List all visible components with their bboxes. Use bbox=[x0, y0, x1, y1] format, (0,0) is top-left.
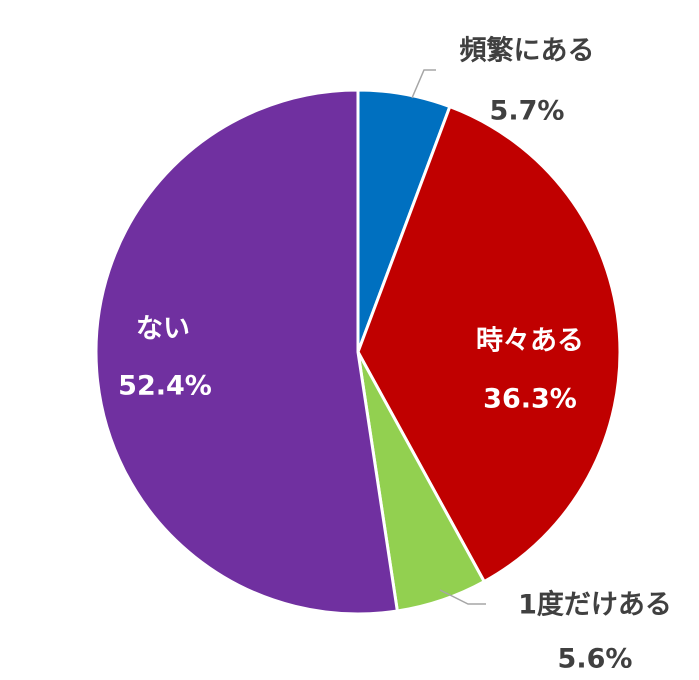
value-label: 5.6% bbox=[558, 644, 633, 675]
category-label: ない bbox=[136, 314, 190, 345]
pie-slice bbox=[94, 88, 400, 616]
value-label: 5.7% bbox=[490, 96, 565, 127]
value-label: 52.4% bbox=[118, 371, 212, 402]
category-label: 時々ある bbox=[476, 326, 584, 357]
leader-line bbox=[439, 589, 486, 605]
value-label: 36.3% bbox=[483, 384, 577, 415]
pie-slice bbox=[356, 104, 622, 584]
leader-line bbox=[411, 69, 436, 99]
pie bbox=[94, 88, 622, 616]
category-label: 頻繁にある bbox=[460, 36, 595, 67]
labels: 頻繁にある 5.7% 時々ある 36.3% 1度だけある 5.6% ない 52.4% bbox=[118, 36, 672, 675]
category-label: 1度だけある bbox=[518, 589, 672, 621]
